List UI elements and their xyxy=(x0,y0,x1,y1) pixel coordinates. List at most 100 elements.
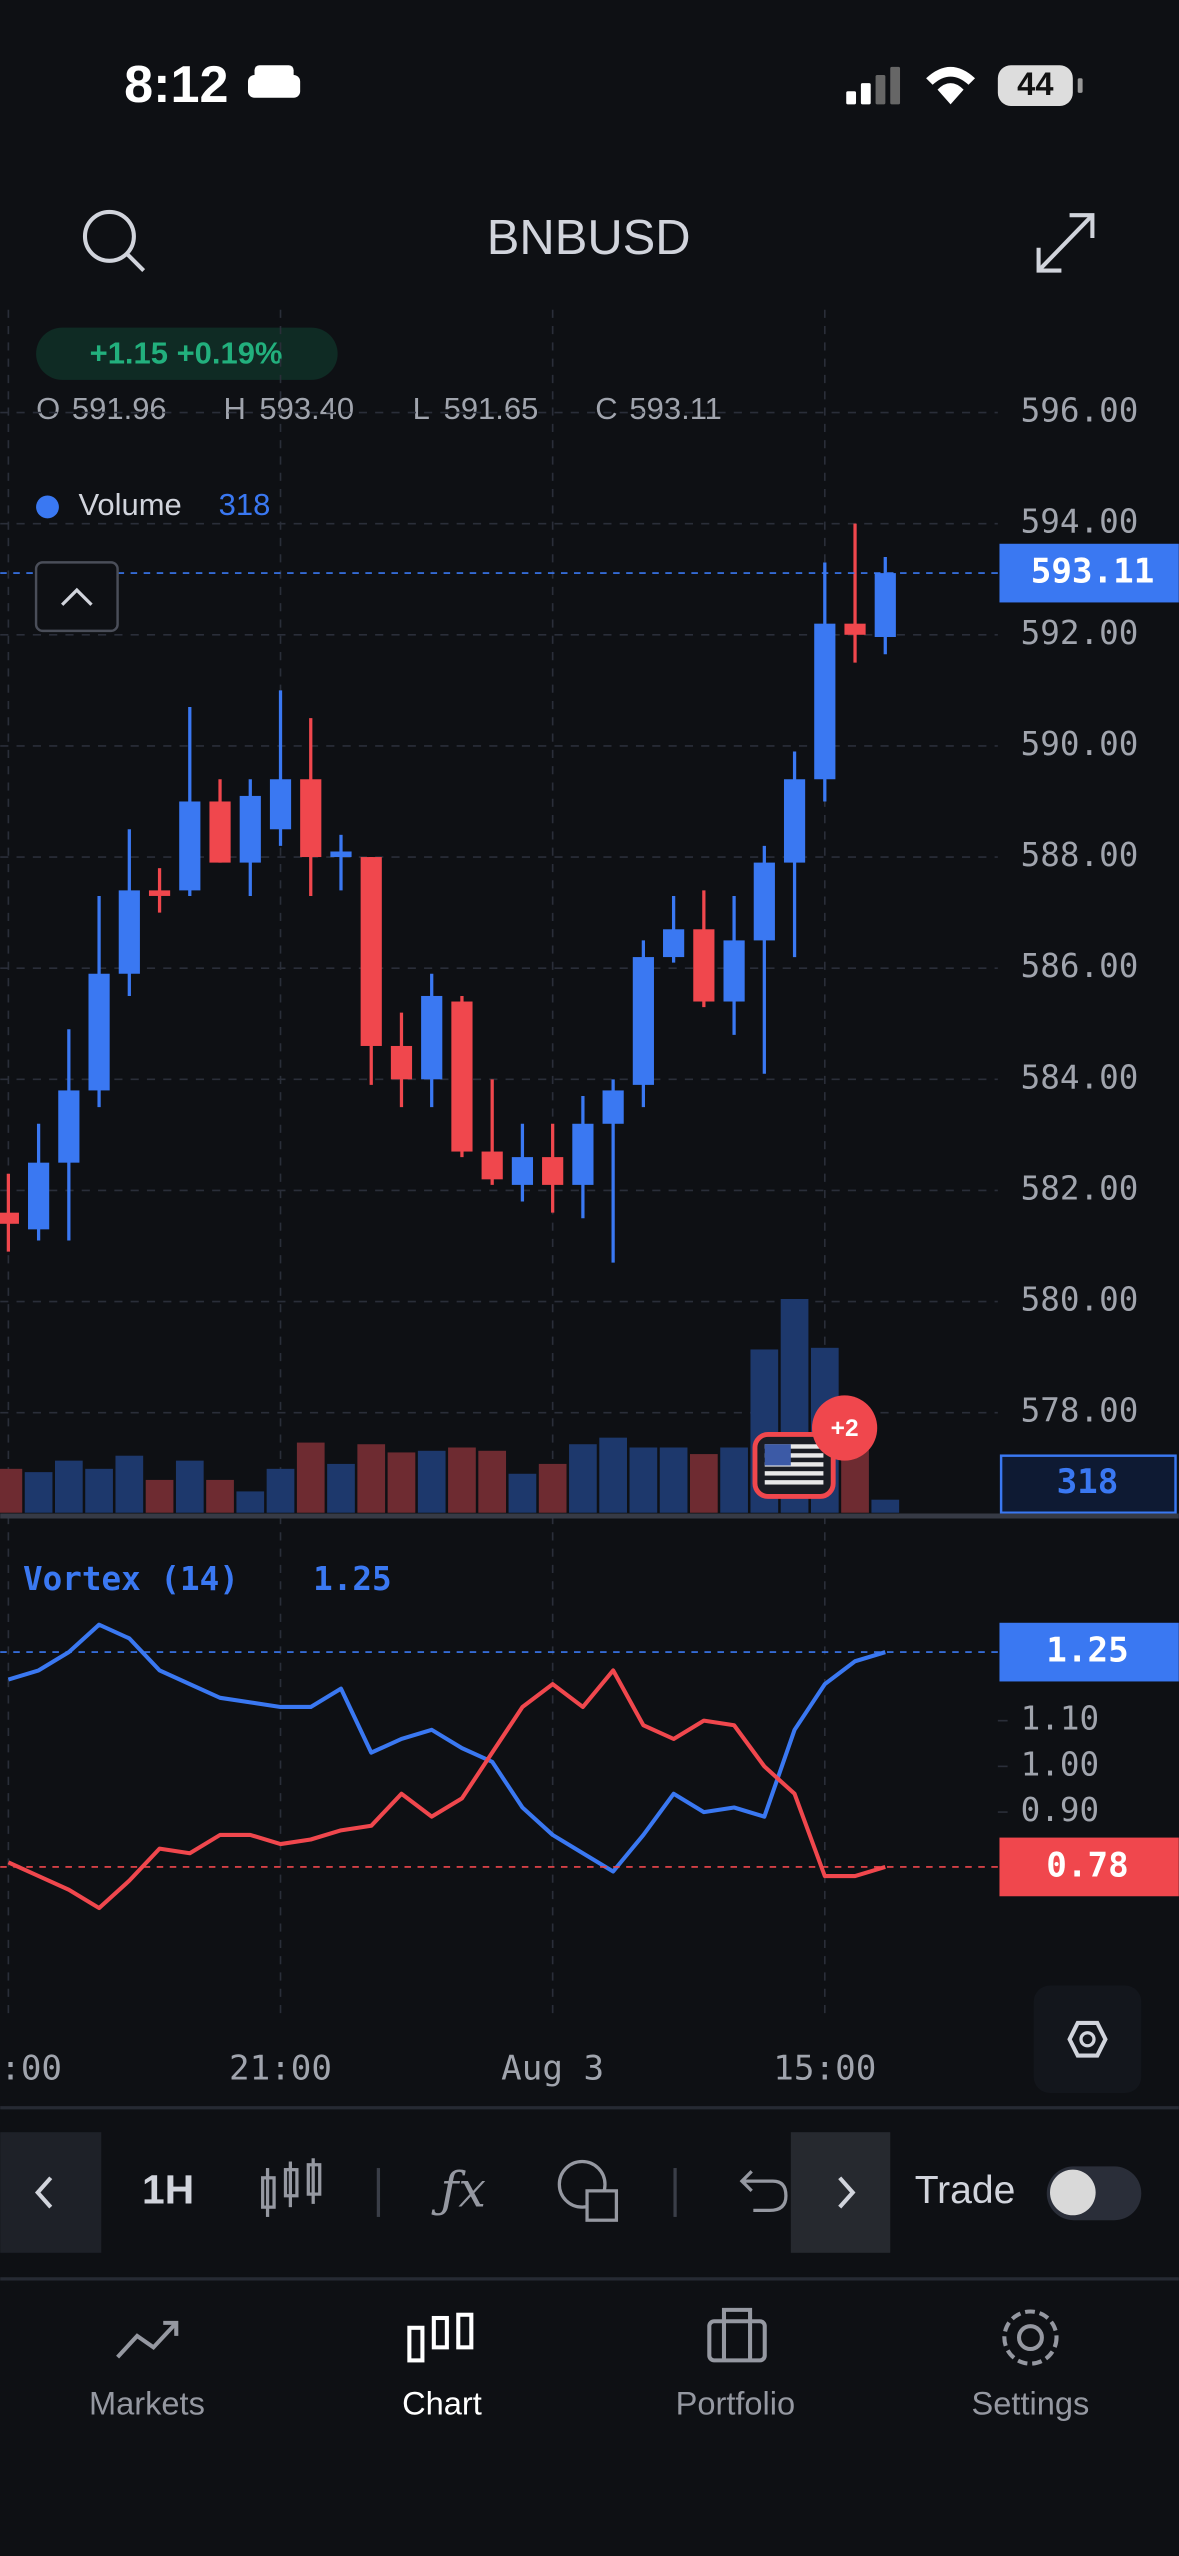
volume-bar xyxy=(448,1447,476,1513)
indicator-value: 1.25 xyxy=(313,1560,392,1598)
candle-body xyxy=(814,623,836,780)
settings-hex-button[interactable] xyxy=(1033,1985,1142,2094)
candle-body xyxy=(602,1090,624,1124)
battery-level: 44 xyxy=(1017,65,1053,102)
event-badge[interactable] xyxy=(812,1395,878,1461)
tab-bar: Markets Chart Portfolio Settings xyxy=(89,2385,1089,2422)
indicator-line xyxy=(7,1668,886,1911)
flag-stripe xyxy=(764,1444,824,1449)
candle-body xyxy=(874,573,896,638)
volume-bar xyxy=(538,1463,567,1513)
volume-bar xyxy=(296,1442,325,1513)
candle-body xyxy=(239,795,261,863)
tab-label[interactable]: Markets xyxy=(89,2385,205,2422)
volume-bar xyxy=(387,1452,416,1513)
candle-body xyxy=(451,1001,473,1152)
flag-stripe xyxy=(764,1462,824,1467)
scroll-right[interactable] xyxy=(790,2132,891,2253)
indicator-tick-label: 0.90 xyxy=(1021,1791,1100,1829)
indicator-tag-label: 0.78 xyxy=(1046,1845,1128,1885)
x-tick-label: 21:00 xyxy=(229,2049,332,2089)
toolbar: ƒx xyxy=(0,2132,1142,2253)
indicator-tag xyxy=(999,1622,1179,1682)
candle-body xyxy=(542,1157,564,1185)
x-tick-label: :00 xyxy=(0,2049,62,2089)
change-text: +1.15 +0.19% xyxy=(90,336,283,371)
ohlc-legend: O 591.96 H 593.40 L 591.65 C 593.11 xyxy=(36,391,722,426)
volume-bar xyxy=(206,1479,234,1513)
candle-body xyxy=(209,801,231,863)
volume-tag-label: 318 xyxy=(1057,1462,1119,1502)
expand-button[interactable] xyxy=(1036,213,1095,273)
last-price-label: 593.11 xyxy=(1031,552,1155,592)
candle-body xyxy=(511,1157,534,1185)
volume-bar xyxy=(569,1444,597,1513)
interval-button[interactable]: 1H xyxy=(142,2166,194,2212)
volume-bar xyxy=(327,1463,355,1513)
x-tick-label: Aug 3 xyxy=(501,2049,604,2089)
drawings-button[interactable] xyxy=(557,2159,619,2222)
candle-body xyxy=(723,940,745,1002)
collapse-button[interactable] xyxy=(34,561,119,633)
candle-body xyxy=(632,957,654,1085)
candle-body xyxy=(28,1162,50,1230)
y-tick-label: 578.00 xyxy=(1021,1392,1139,1430)
y-tick-label: 584.00 xyxy=(1021,1058,1139,1096)
indicator-line xyxy=(7,1622,886,1874)
candle-body xyxy=(58,1090,80,1163)
ohlc-label: C xyxy=(595,391,617,426)
flag-stripe xyxy=(764,1453,824,1458)
scroll-left[interactable] xyxy=(0,2132,102,2253)
volume-bar xyxy=(85,1468,113,1513)
volume-legend-value: 318 xyxy=(219,487,271,522)
candle-body xyxy=(118,890,140,974)
volume-bar xyxy=(145,1479,174,1513)
tab-label[interactable]: Chart xyxy=(402,2385,482,2422)
volume-bar xyxy=(417,1450,446,1513)
volume-bar xyxy=(357,1444,386,1513)
volume-bar xyxy=(478,1450,507,1513)
undo-button[interactable] xyxy=(739,2170,788,2213)
y-tick-label: 588.00 xyxy=(1021,836,1139,874)
y-tick-label: 592.00 xyxy=(1021,614,1139,652)
search-button[interactable] xyxy=(82,209,146,273)
change-pill xyxy=(36,327,338,380)
ohlc-value: 593.40 xyxy=(259,391,354,426)
trade-toggle[interactable] xyxy=(1046,2166,1142,2221)
tab-label[interactable]: Portfolio xyxy=(676,2385,796,2422)
candle-body xyxy=(753,862,775,941)
candle-body xyxy=(390,1045,413,1080)
ohlc-value: 593.11 xyxy=(629,391,721,426)
indicators-button[interactable]: ƒx xyxy=(431,2162,486,2219)
indicator-tag xyxy=(999,1837,1179,1897)
candle-body xyxy=(269,779,292,830)
symbol-title[interactable]: BNBUSD xyxy=(487,211,691,265)
status-time: 8:12 xyxy=(124,56,228,114)
volume-bar xyxy=(266,1468,295,1513)
y-tick-label: 590.00 xyxy=(1021,725,1139,763)
candle-body xyxy=(360,857,382,1046)
last-price-tag xyxy=(999,543,1179,603)
candle-body xyxy=(693,929,715,1002)
y-tick-label: 582.00 xyxy=(1021,1169,1139,1207)
volume-bar xyxy=(0,1468,23,1513)
volume-bar xyxy=(689,1454,718,1513)
flag-canton xyxy=(764,1444,791,1466)
tab-label[interactable]: Settings xyxy=(972,2385,1090,2422)
status-icons xyxy=(247,65,1083,106)
indicator-tick-label: 1.00 xyxy=(1021,1745,1100,1783)
ohlc-value: 591.65 xyxy=(444,391,539,426)
ohlc-label: H xyxy=(224,391,246,426)
candle-body xyxy=(421,995,443,1080)
volume-bar xyxy=(236,1491,265,1513)
volume-dot xyxy=(36,495,59,519)
ohlc-label: O xyxy=(36,391,60,426)
flag-stripe xyxy=(764,1480,824,1485)
chart-plot: :00 21:00 Aug 3 15:00 578.00 580.00 582.00 584.… xyxy=(0,309,1179,2089)
candle-body xyxy=(663,929,685,958)
volume-legend: Volume xyxy=(78,487,181,522)
candle-body xyxy=(330,851,352,858)
chart-type-button[interactable] xyxy=(261,2158,322,2217)
y-tick-label: 596.00 xyxy=(1021,392,1139,430)
